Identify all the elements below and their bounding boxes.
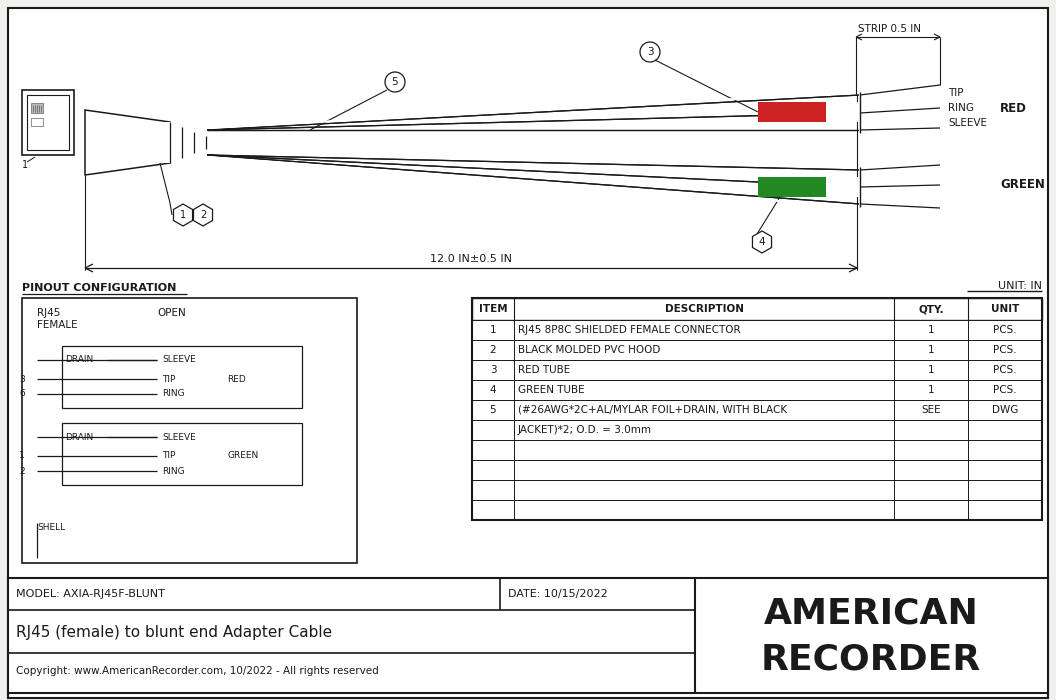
Text: QTY.: QTY. <box>918 304 944 314</box>
Text: 4: 4 <box>758 237 766 247</box>
Text: GREEN: GREEN <box>1000 178 1044 192</box>
Text: TIP: TIP <box>162 452 175 461</box>
Text: GREEN: GREEN <box>227 452 259 461</box>
Text: 2: 2 <box>19 466 25 475</box>
Text: 1: 1 <box>927 345 935 355</box>
Text: Copyright: www.AmericanRecorder.com, 10/2022 - All rights reserved: Copyright: www.AmericanRecorder.com, 10/… <box>16 666 379 676</box>
Text: DESCRIPTION: DESCRIPTION <box>664 304 743 314</box>
Text: 1: 1 <box>927 325 935 335</box>
Text: FEMALE: FEMALE <box>37 320 78 330</box>
Text: DRAIN: DRAIN <box>65 356 93 365</box>
Bar <box>826 177 861 197</box>
Text: UNIT: UNIT <box>991 304 1019 314</box>
Text: SLEEVE: SLEEVE <box>162 433 195 442</box>
Bar <box>472 420 1042 440</box>
Text: UNIT: IN: UNIT: IN <box>998 281 1042 291</box>
Text: 1: 1 <box>19 452 25 461</box>
Text: 6: 6 <box>19 389 25 398</box>
Text: SEE: SEE <box>921 405 941 415</box>
Bar <box>62 346 302 408</box>
Text: SLEEVE: SLEEVE <box>162 356 195 365</box>
Text: STRIP 0.5 IN: STRIP 0.5 IN <box>857 24 921 34</box>
Text: 1: 1 <box>22 160 29 170</box>
Bar <box>472 360 1042 380</box>
Text: 1: 1 <box>927 385 935 395</box>
Text: 5: 5 <box>490 405 496 415</box>
Text: SLEEVE: SLEEVE <box>948 118 987 128</box>
Bar <box>472 400 1042 420</box>
Text: RECORDER: RECORDER <box>761 643 981 677</box>
Text: RJ45 8P8C SHIELDED FEMALE CONNECTOR: RJ45 8P8C SHIELDED FEMALE CONNECTOR <box>518 325 740 335</box>
Bar <box>472 340 1042 360</box>
Bar <box>472 298 1042 320</box>
Bar <box>472 380 1042 400</box>
Text: PINOUT CONFIGURATION: PINOUT CONFIGURATION <box>22 283 176 293</box>
Text: SHELL: SHELL <box>37 524 65 533</box>
Text: 3: 3 <box>490 365 496 375</box>
Bar <box>27 95 69 150</box>
Text: ITEM: ITEM <box>478 304 507 314</box>
Bar <box>472 500 1042 520</box>
Text: 1: 1 <box>180 210 186 220</box>
Text: 3: 3 <box>646 47 654 57</box>
Bar <box>472 440 1042 460</box>
Text: BLACK MOLDED PVC HOOD: BLACK MOLDED PVC HOOD <box>518 345 660 355</box>
Bar <box>758 177 826 197</box>
Bar <box>472 298 1042 520</box>
Text: 3: 3 <box>19 374 25 384</box>
Text: PCS.: PCS. <box>994 345 1017 355</box>
Bar <box>826 102 861 122</box>
Bar <box>22 90 74 155</box>
Text: DATE: 10/15/2022: DATE: 10/15/2022 <box>508 589 608 599</box>
Text: GREEN TUBE: GREEN TUBE <box>518 385 585 395</box>
Text: TIP: TIP <box>948 88 963 98</box>
Text: 1: 1 <box>927 365 935 375</box>
Text: RING: RING <box>162 389 185 398</box>
Text: JACKET)*2; O.D. = 3.0mm: JACKET)*2; O.D. = 3.0mm <box>518 425 652 435</box>
Text: 1: 1 <box>490 325 496 335</box>
Text: RED: RED <box>227 374 246 384</box>
Text: TIP: TIP <box>162 374 175 384</box>
Bar <box>472 320 1042 340</box>
Text: 4: 4 <box>490 385 496 395</box>
Bar <box>758 102 826 122</box>
Text: RED: RED <box>1000 102 1026 115</box>
Text: PCS.: PCS. <box>994 365 1017 375</box>
Text: 12.0 IN±0.5 IN: 12.0 IN±0.5 IN <box>430 254 512 264</box>
Bar <box>8 578 1048 693</box>
Text: RING: RING <box>948 103 974 113</box>
Text: RJ45: RJ45 <box>37 308 60 318</box>
Text: DRAIN: DRAIN <box>65 433 93 442</box>
Bar <box>22 298 357 563</box>
Text: RED TUBE: RED TUBE <box>518 365 570 375</box>
Text: RING: RING <box>162 466 185 475</box>
Text: MODEL: AXIA-RJ45F-BLUNT: MODEL: AXIA-RJ45F-BLUNT <box>16 589 165 599</box>
Bar <box>472 480 1042 500</box>
Text: PCS.: PCS. <box>994 325 1017 335</box>
Text: DWG: DWG <box>992 405 1018 415</box>
Text: 2: 2 <box>200 210 206 220</box>
Bar <box>472 460 1042 480</box>
Bar <box>31 103 43 113</box>
Text: 2: 2 <box>490 345 496 355</box>
Bar <box>62 423 302 485</box>
Text: RJ45 (female) to blunt end Adapter Cable: RJ45 (female) to blunt end Adapter Cable <box>16 624 333 640</box>
Text: PCS.: PCS. <box>994 385 1017 395</box>
Polygon shape <box>84 110 170 175</box>
Text: OPEN: OPEN <box>157 308 186 318</box>
Bar <box>31 118 43 126</box>
Text: 5: 5 <box>392 77 398 87</box>
Text: (#26AWG*2C+AL/MYLAR FOIL+DRAIN, WITH BLACK: (#26AWG*2C+AL/MYLAR FOIL+DRAIN, WITH BLA… <box>518 405 787 415</box>
Text: AMERICAN: AMERICAN <box>763 596 979 630</box>
